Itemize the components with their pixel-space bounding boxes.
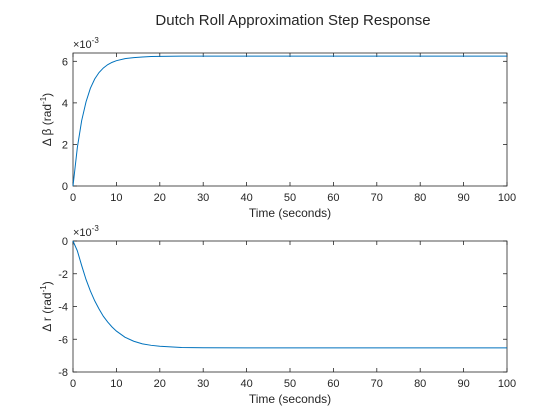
axes-frame (72, 52, 508, 187)
y-multiplier: ×10-3 (73, 224, 99, 239)
bottom-axes-r: 0 10 20 30 40 50 60 70 80 90 100 -8 -6 -4 -2 0 Time (sec… (39, 224, 516, 406)
x-tick-label: 10 (110, 378, 122, 390)
x-tick-label: 30 (197, 378, 209, 390)
x-tick-label: 60 (327, 192, 339, 204)
x-tick-label: 100 (498, 378, 516, 390)
y-axis-label: Δ r (rad-1) (39, 281, 54, 331)
x-tick-label: 90 (457, 192, 469, 204)
y-axis-label-sup: -1 (39, 285, 48, 293)
response-line (72, 240, 507, 349)
x-axis-label: Time (seconds) (249, 392, 331, 406)
y-axis-label: Δ β (rad-1) (39, 93, 54, 146)
y-multiplier: ×10-3 (73, 36, 99, 51)
x-tick-label: 40 (240, 378, 252, 390)
y-axis-label-close: ) (40, 93, 54, 97)
y-axis-label-sup: -1 (39, 96, 48, 104)
y-tick-label: 6 (62, 56, 68, 68)
y-tick-label: -6 (58, 334, 68, 346)
y-multiplier-base: ×10 (73, 227, 92, 239)
x-tick-label: 50 (284, 378, 296, 390)
x-tick-label: 10 (110, 192, 122, 204)
x-tick-label: 60 (327, 378, 339, 390)
x-tick-label: 80 (414, 378, 426, 390)
x-tick-label: 0 (70, 378, 76, 390)
x-tick-label: 70 (371, 378, 383, 390)
x-tick-label: 20 (154, 192, 166, 204)
y-multiplier-exp: -3 (92, 224, 100, 233)
axes-frame (72, 240, 508, 373)
y-axis-label-main: Δ β (rad (40, 104, 54, 146)
y-tick-label: -8 (58, 367, 68, 379)
x-tick-label: 40 (240, 192, 252, 204)
x-axis-label: Time (seconds) (249, 206, 331, 220)
x-tick-label: 50 (284, 192, 296, 204)
top-axes-beta: 0 10 20 30 40 50 60 70 80 90 100 0 2 4 6 Time (seconds)… (39, 36, 516, 220)
y-axis-label-close: ) (40, 281, 54, 285)
y-tick-label: 2 (62, 139, 68, 151)
y-multiplier-exp: -3 (92, 36, 100, 45)
x-tick-label: 70 (371, 192, 383, 204)
y-tick-label: 0 (62, 181, 68, 193)
y-tick-label: 4 (62, 98, 68, 110)
figure-title: Dutch Roll Approximation Step Response (155, 12, 430, 29)
y-tick-label: -4 (58, 302, 68, 314)
x-tick-label: 20 (154, 378, 166, 390)
y-tick-label: 0 (62, 236, 68, 248)
y-tick-label: -2 (58, 269, 68, 281)
x-tick-label: 30 (197, 192, 209, 204)
x-tick-label: 80 (414, 192, 426, 204)
x-tick-label: 0 (70, 192, 76, 204)
x-tick-label: 90 (457, 378, 469, 390)
x-tick-label: 100 (498, 192, 516, 204)
response-line (72, 55, 507, 187)
y-axis-label-main: Δ r (rad (40, 292, 54, 331)
y-multiplier-base: ×10 (73, 39, 92, 51)
